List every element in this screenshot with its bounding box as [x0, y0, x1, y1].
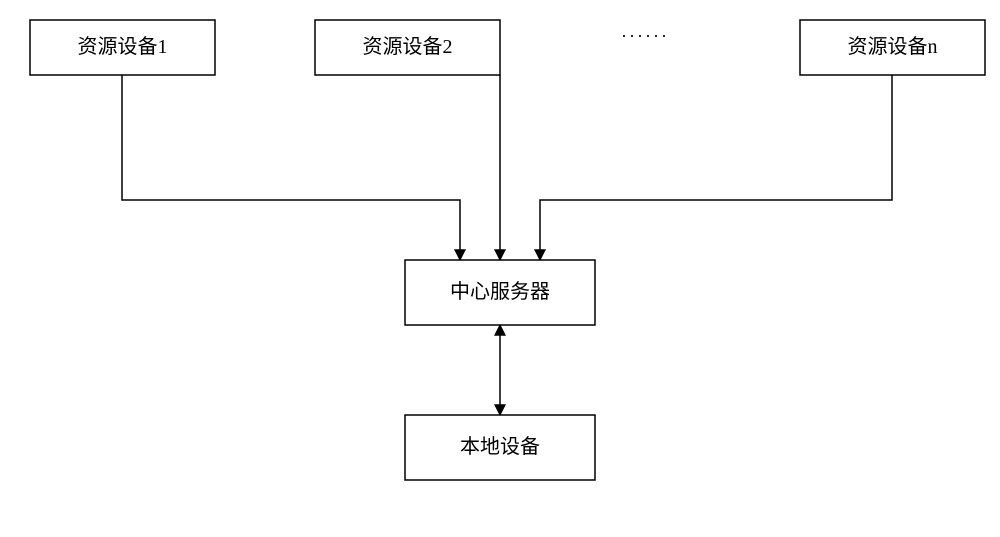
node-server: 中心服务器: [405, 260, 595, 325]
node-label-local: 本地设备: [460, 435, 540, 458]
node-res2: 资源设备2: [315, 20, 500, 75]
ellipsis: ······: [621, 26, 669, 46]
edge-resn-server: [540, 75, 892, 260]
node-label-resn: 资源设备n: [848, 35, 938, 58]
node-resn: 资源设备n: [800, 20, 985, 75]
node-label-res2: 资源设备2: [363, 35, 453, 58]
node-label-res1: 资源设备1: [78, 35, 168, 58]
node-local: 本地设备: [405, 415, 595, 480]
node-label-server: 中心服务器: [450, 280, 550, 303]
edge-res1-server: [122, 75, 460, 260]
node-res1: 资源设备1: [30, 20, 215, 75]
